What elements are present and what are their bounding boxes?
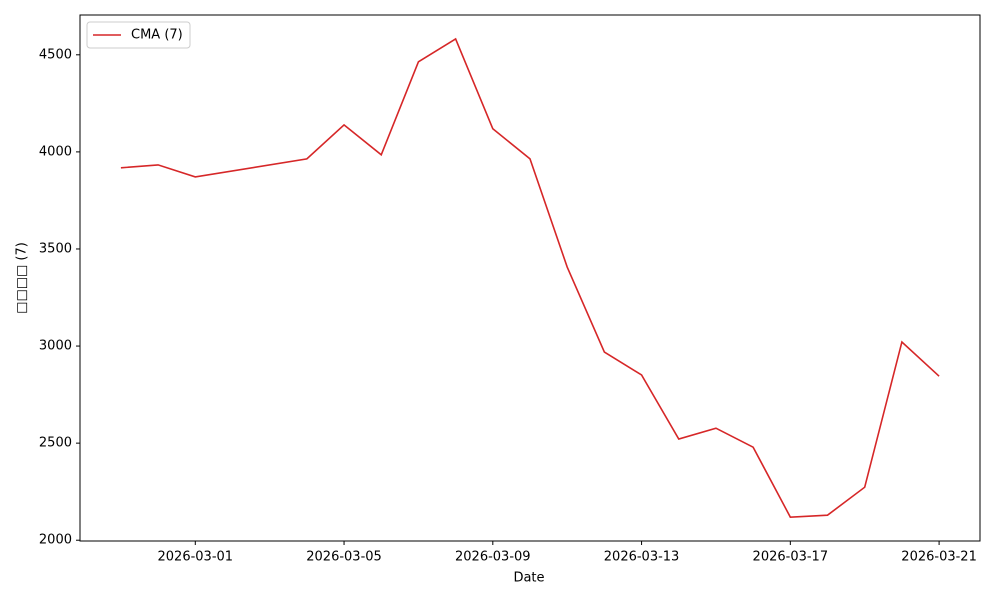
y-tick-label: 4500 — [39, 47, 72, 62]
legend-box — [86, 21, 191, 49]
x-tick-label: 2026-03-09 — [455, 550, 531, 565]
plot-frame — [79, 14, 981, 542]
legend-label: CMA (7) — [131, 28, 183, 43]
x-tick-label: 2026-03-17 — [753, 550, 829, 565]
x-axis-label: Date — [513, 571, 544, 586]
y-axis-label: □□□□ (7) — [15, 242, 30, 314]
x-tick-label: 2026-03-21 — [901, 550, 977, 565]
x-tick-label: 2026-03-01 — [158, 550, 234, 565]
line — [120, 37, 940, 518]
y-tick-label: 2500 — [39, 436, 72, 451]
y-tick-label: 4000 — [39, 144, 72, 159]
y-tick-label: 3500 — [39, 241, 72, 256]
y-tick-label: 2000 — [39, 533, 72, 548]
y-tick-label: 3000 — [39, 339, 72, 354]
x-tick-label: 2026-03-13 — [604, 550, 680, 565]
x-tick-label: 2026-03-05 — [306, 550, 382, 565]
